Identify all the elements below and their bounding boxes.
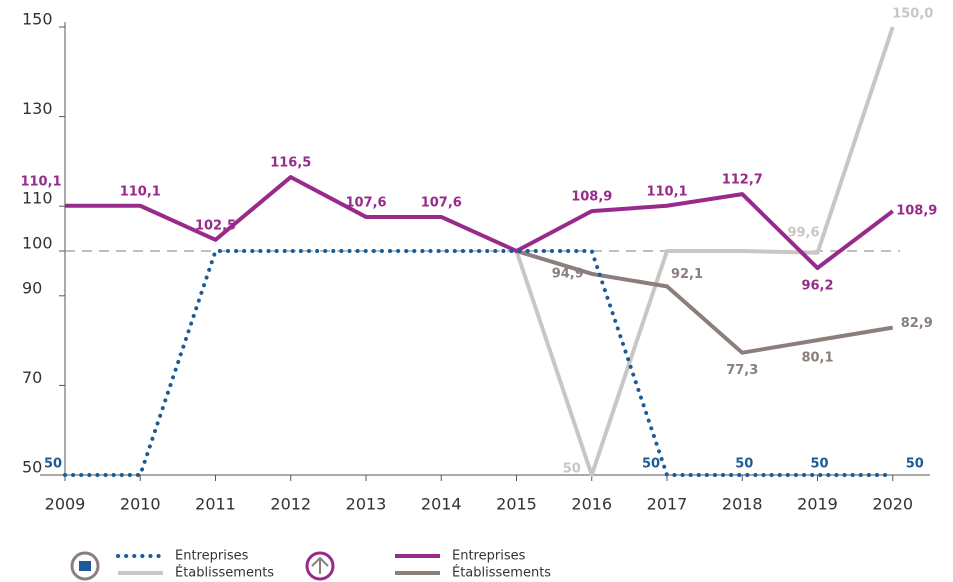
value-label: 99,6 [787, 225, 819, 240]
value-label: 82,9 [901, 316, 933, 331]
bank-icon [70, 551, 100, 581]
value-label: 96,2 [801, 279, 833, 294]
y-tick-label: 100 [22, 234, 53, 253]
value-label: 50 [563, 462, 581, 477]
value-label: 116,5 [270, 156, 311, 171]
x-tick-label: 2017 [647, 495, 688, 514]
legend-label: Établissements [175, 565, 274, 581]
value-label: 112,7 [722, 173, 763, 188]
series-line [515, 249, 894, 355]
scales-icon-body [311, 556, 329, 574]
x-tick-label: 2012 [270, 495, 311, 514]
value-label: 110,1 [20, 174, 61, 189]
y-tick-label: 130 [22, 99, 53, 118]
y-tick-label: 50 [22, 458, 42, 477]
value-label: 50 [642, 457, 660, 472]
value-label: 102,5 [195, 218, 236, 233]
legend-label: Établissements [452, 565, 551, 581]
value-label: 94,9 [552, 266, 584, 281]
x-tick-label: 2009 [45, 495, 86, 514]
value-label: 107,6 [345, 195, 386, 210]
x-tick-label: 2020 [872, 495, 913, 514]
value-label: 50 [810, 457, 828, 472]
value-label: 77,3 [726, 363, 758, 378]
x-tick-label: 2016 [571, 495, 612, 514]
value-label: 92,1 [671, 267, 703, 282]
x-tick-label: 2015 [496, 495, 537, 514]
scales-icon [305, 551, 335, 581]
value-label: 108,9 [896, 204, 937, 219]
series-line [65, 175, 894, 271]
value-label: 50 [44, 457, 62, 472]
x-tick-label: 2019 [797, 495, 838, 514]
value-label: 110,1 [646, 184, 687, 199]
bank-icon-body [79, 561, 91, 571]
x-tick-label: 2010 [120, 495, 161, 514]
series-line [63, 249, 895, 477]
y-tick-label: 110 [22, 189, 53, 208]
y-tick-label: 150 [22, 10, 53, 29]
value-label: 107,6 [421, 195, 462, 210]
x-tick-label: 2018 [722, 495, 763, 514]
y-tick-label: 90 [22, 278, 42, 297]
value-label: 50 [735, 457, 753, 472]
value-label: 50 [906, 457, 924, 472]
y-tick-label: 70 [22, 368, 42, 387]
value-label: 150,0 [892, 7, 933, 22]
legend-label: Entreprises [452, 549, 526, 564]
legend-icons [70, 551, 335, 581]
series-line [514, 26, 895, 477]
value-label: 110,1 [120, 184, 161, 199]
x-tick-label: 2013 [346, 495, 387, 514]
x-tick-label: 2014 [421, 495, 462, 514]
value-label: 80,1 [801, 351, 833, 366]
x-tick-label: 2011 [195, 495, 236, 514]
legend-label: Entreprises [175, 549, 249, 564]
value-label: 108,9 [571, 190, 612, 205]
